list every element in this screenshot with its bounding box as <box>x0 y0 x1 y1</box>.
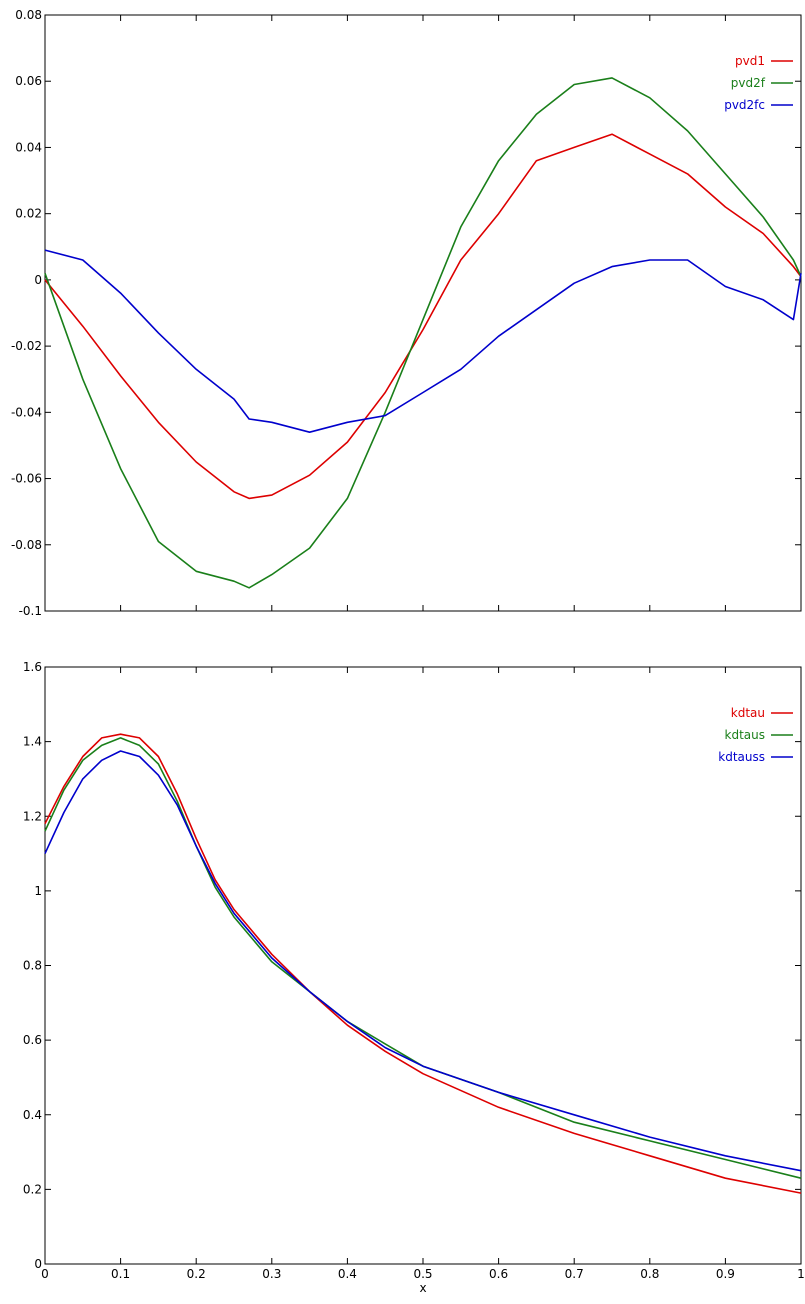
x-tick-label: 0.2 <box>187 1267 206 1281</box>
x-tick-label: 0.6 <box>489 1267 508 1281</box>
x-tick-label: 0 <box>41 1267 49 1281</box>
x-tick-label: 0.8 <box>640 1267 659 1281</box>
series-line-kdtau <box>44 733 802 1194</box>
legend-label-kdtaus: kdtaus <box>725 728 765 742</box>
x-tick-label: 0.6 <box>489 614 508 628</box>
y-tick-label: -0.08 <box>11 538 42 552</box>
x-tick-label: 0.5 <box>413 1267 432 1281</box>
x-tick-label: 0.2 <box>187 614 206 628</box>
y-tick-label: -0.1 <box>19 604 42 618</box>
y-tick-label: 1.2 <box>23 809 42 823</box>
chart-bottom: 0 0.2 0.4 0.6 0.8 1 1.2 1.4 1.6 0 0.1 0.2 0.3 0.4 0.5 0… <box>23 660 805 1295</box>
x-tick-label: 0.4 <box>338 614 357 628</box>
y-tick-label: 0.08 <box>15 8 42 22</box>
x-tick-label: 0.5 <box>413 614 432 628</box>
legend-label-pvd2fc: pvd2fc <box>724 98 765 112</box>
plot-frame <box>44 14 802 612</box>
x-tick-label: 0.1 <box>111 1267 130 1281</box>
x-tick-label: 0 <box>41 614 49 628</box>
y-tick-label: -0.02 <box>11 339 42 353</box>
y-tick-label: 1.6 <box>23 660 42 674</box>
legend-label-pvd1: pvd1 <box>735 54 765 68</box>
y-tick-label: 0.6 <box>23 1033 42 1047</box>
y-tick-label: 1 <box>34 884 42 898</box>
y-tick-label: 0 <box>34 273 42 287</box>
y-tick-label: 0.04 <box>15 140 42 154</box>
series-line-kdtauss <box>44 750 802 1172</box>
x-tick-label: 0.9 <box>716 614 735 628</box>
x-tick-label: 0.4 <box>338 1267 357 1281</box>
y-tick-label: 0 <box>34 1257 42 1271</box>
y-tick-label: 0.2 <box>23 1182 42 1196</box>
x-tick-label: 0.8 <box>640 614 659 628</box>
x-tick-label: 1 <box>797 1267 805 1281</box>
x-tick-label: 0.9 <box>716 1267 735 1281</box>
y-tick-label: 0.06 <box>15 74 42 88</box>
series-line-pvd1 <box>44 133 802 500</box>
x-tick-label: 0.7 <box>565 614 584 628</box>
y-tick-label: 0.02 <box>15 207 42 221</box>
y-tick-label: -0.04 <box>11 405 42 419</box>
x-axis-title: x <box>419 1281 426 1295</box>
y-tick-label: -0.06 <box>11 472 42 486</box>
y-tick-label: 0.8 <box>23 959 42 973</box>
x-tick-label: 1 <box>797 614 805 628</box>
chart-top: -0.1 -0.08 -0.06 -0.04 -0.02 0 0.02 0.04 0.06 0.0… <box>11 8 805 628</box>
legend-label-kdtau: kdtau <box>731 706 765 720</box>
series-line-pvd2fc <box>44 249 802 433</box>
y-tick-label: 1.4 <box>23 735 42 749</box>
x-tick-label: 0.1 <box>111 614 130 628</box>
x-tick-label: 0.7 <box>565 1267 584 1281</box>
x-tick-label: 0.3 <box>262 1267 281 1281</box>
x-tick-label: 0.3 <box>262 614 281 628</box>
legend-label-kdtauss: kdtauss <box>718 750 765 764</box>
y-tick-label: 0.4 <box>23 1108 42 1122</box>
legend-label-pvd2f: pvd2f <box>731 76 766 90</box>
series-line-kdtaus <box>44 737 802 1179</box>
series-line-pvd2f <box>44 77 802 589</box>
